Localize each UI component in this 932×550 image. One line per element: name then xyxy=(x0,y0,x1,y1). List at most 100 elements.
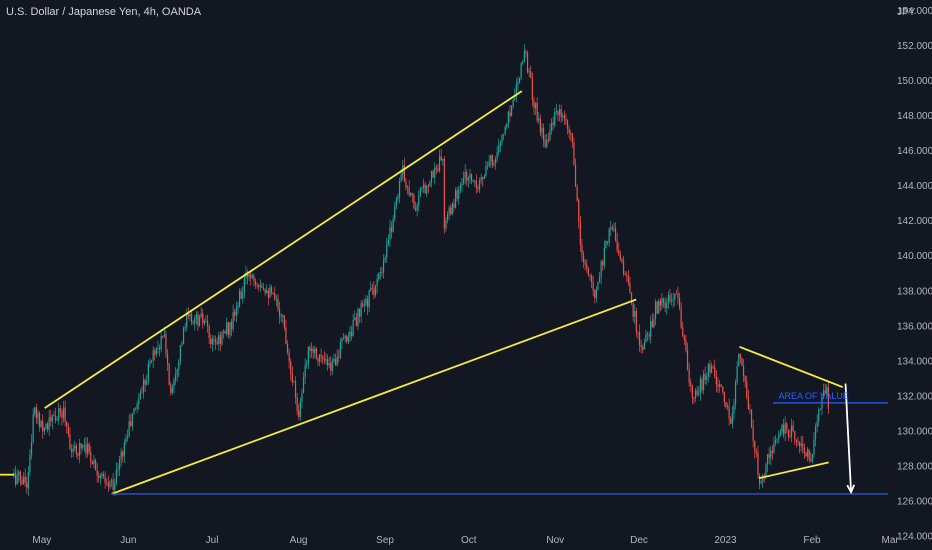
candle-body xyxy=(506,123,508,128)
candle-body xyxy=(405,181,407,188)
candle-body xyxy=(744,376,746,382)
candle-body xyxy=(232,312,234,330)
candle-body xyxy=(336,356,338,366)
candle-body xyxy=(394,205,396,219)
candle-body xyxy=(248,274,250,277)
candle-body xyxy=(419,188,421,196)
candle-body xyxy=(560,109,562,117)
candle-body xyxy=(528,71,530,73)
candle-body xyxy=(357,309,359,326)
candle-body xyxy=(104,476,106,483)
candle-body xyxy=(338,356,340,358)
candle-body xyxy=(181,343,183,346)
candle-body xyxy=(254,280,257,285)
candle-body xyxy=(579,221,581,245)
candle-body xyxy=(718,384,721,387)
candle-body xyxy=(683,336,685,341)
candle-body xyxy=(78,443,81,456)
projection-arrow-head xyxy=(846,484,856,495)
candle-body xyxy=(733,403,735,413)
candle-body xyxy=(144,379,146,385)
candle-body xyxy=(558,109,561,115)
price-tick-label: 142.000 xyxy=(897,216,932,227)
candle-body xyxy=(274,293,276,300)
candle-body xyxy=(227,322,229,336)
candle-body xyxy=(656,301,658,314)
candle-body xyxy=(42,420,44,432)
candle-body xyxy=(576,186,578,201)
candle-body xyxy=(173,380,175,388)
candle-body xyxy=(464,172,466,179)
candle-body xyxy=(53,414,55,416)
candle-body xyxy=(541,127,543,133)
candle-body xyxy=(782,424,785,434)
candle-body xyxy=(69,434,71,450)
candle-body xyxy=(645,334,647,343)
currency-label: JPY xyxy=(897,7,916,18)
candle-body xyxy=(584,261,586,265)
candle-body xyxy=(14,472,17,485)
candle-body xyxy=(562,115,564,117)
candle-body xyxy=(725,402,727,407)
candle-body xyxy=(56,419,58,421)
candle-body xyxy=(566,120,569,129)
candle-body xyxy=(774,439,777,443)
candle-body xyxy=(722,386,724,393)
candle-body xyxy=(784,423,786,434)
candle-body xyxy=(539,118,541,133)
candle-body xyxy=(470,174,473,181)
candle-body xyxy=(123,442,125,457)
candle-body xyxy=(755,452,757,454)
candle-body xyxy=(771,450,773,453)
candle-body xyxy=(518,77,521,83)
candle-body xyxy=(86,443,89,454)
price-tick-label: 140.000 xyxy=(897,251,932,262)
candle-body xyxy=(763,475,765,477)
candle-body xyxy=(373,288,375,296)
candle-body xyxy=(189,313,191,317)
candle-body xyxy=(658,300,660,314)
candle-body xyxy=(778,434,780,439)
chart-title: U.S. Dollar / Japanese Yen, 4h, OANDA xyxy=(6,6,202,18)
candle-body xyxy=(318,354,321,362)
candle-body xyxy=(472,180,474,182)
candle-body xyxy=(45,423,47,428)
candle-body xyxy=(333,359,335,362)
candle-body xyxy=(371,287,373,289)
candle-body xyxy=(398,181,401,198)
candle-body xyxy=(662,298,665,303)
candle-body xyxy=(296,397,298,411)
candle-body xyxy=(779,431,781,435)
candle-body xyxy=(133,408,135,414)
candle-body xyxy=(458,189,460,199)
candle-body xyxy=(597,281,599,289)
candle-body xyxy=(582,254,585,262)
candle-body xyxy=(482,177,484,179)
candle-body xyxy=(827,386,829,409)
candle-body xyxy=(221,332,223,345)
candle-body xyxy=(77,453,79,456)
candle-body xyxy=(32,414,34,442)
candle-body xyxy=(694,390,697,398)
candle-body xyxy=(568,128,570,134)
candle-body xyxy=(344,335,346,339)
candle-body xyxy=(557,110,559,115)
candle-body xyxy=(322,356,324,359)
candle-body xyxy=(504,127,506,135)
candle-body xyxy=(34,407,36,415)
candle-body xyxy=(360,303,362,317)
candle-body xyxy=(522,61,524,63)
candle-body xyxy=(19,471,21,481)
candle-body xyxy=(128,421,130,437)
candle-body xyxy=(400,174,402,182)
candle-body xyxy=(459,186,461,190)
candle-body xyxy=(618,250,620,255)
time-tick-label: Sep xyxy=(376,535,394,546)
candle-body xyxy=(70,449,73,452)
candle-body xyxy=(592,281,594,291)
candle-body xyxy=(450,207,452,215)
candle-body xyxy=(352,320,354,336)
candle-body xyxy=(301,393,303,402)
candle-body xyxy=(672,299,674,301)
